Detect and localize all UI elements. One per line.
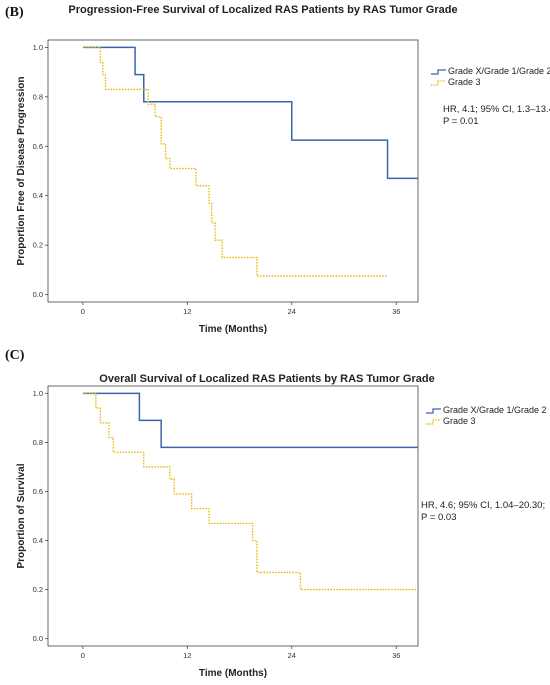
y-tick-label: 0.0 (33, 290, 43, 299)
x-tick-label: 12 (183, 651, 191, 660)
chart-title: Overall Survival of Localized RAS Patien… (99, 373, 434, 385)
km-curve-grade-low (82, 392, 418, 449)
x-tick-label: 36 (392, 651, 400, 660)
plot-content: 0 12 24 36 0.0 0.2 0.4 0.6 0.8 1.0 (33, 389, 418, 660)
legend-swatch-grade-3 (431, 80, 446, 86)
x-tick-label: 0 (81, 307, 85, 316)
y-tick-label: 0.6 (33, 487, 43, 496)
km-curve-grade-3 (82, 46, 388, 277)
hr-annotation: HR, 4.1; 95% CI, 1.3–13.4; P = 0.01 (443, 104, 550, 127)
hr-annotation-line-1: HR, 4.6; 95% CI, 1.04–20.30; (421, 500, 545, 511)
plot-area (47, 39, 419, 303)
plot-area (47, 385, 419, 647)
x-axis-label: Time (Months) (199, 668, 267, 679)
legend: Grade X/Grade 1/Grade 2 Grade 3 (426, 405, 547, 426)
legend: Grade X/Grade 1/Grade 2 Grade 3 (431, 66, 550, 87)
panel-b: (B) Progression-Free Survival of Localiz… (5, 4, 550, 335)
hr-annotation-line-2: P = 0.01 (443, 116, 478, 127)
hr-annotation: HR, 4.6; 95% CI, 1.04–20.30; P = 0.03 (421, 500, 545, 523)
hr-annotation-line-1: HR, 4.1; 95% CI, 1.3–13.4; (443, 104, 550, 115)
legend-swatch-grade-3 (426, 419, 441, 425)
y-tick-label: 0.0 (33, 634, 43, 643)
plot-content: 0 12 24 36 0.0 0.2 0.4 0.6 0.8 1.0 (33, 43, 418, 316)
y-tick-label: 0.6 (33, 142, 43, 151)
y-tick-label: 0.8 (33, 438, 43, 447)
y-tick-label: 0.2 (33, 241, 43, 250)
hr-annotation-line-2: P = 0.03 (421, 512, 456, 523)
legend-label-grade-low: Grade X/Grade 1/Grade 2 (443, 405, 547, 415)
legend-swatch-grade-low (426, 408, 441, 414)
chart-title: Progression-Free Survival of Localized R… (68, 4, 457, 16)
y-axis-label: Proportion Free of Disease Progression (16, 77, 27, 266)
panel-label: (C) (5, 348, 25, 363)
km-curve-grade-low (82, 46, 418, 180)
y-tick-label: 0.4 (33, 191, 43, 200)
x-axis-label: Time (Months) (199, 324, 267, 335)
x-tick-label: 24 (288, 307, 296, 316)
y-tick-label: 1.0 (33, 43, 43, 52)
y-tick-label: 0.8 (33, 92, 43, 101)
panel-c: (C) Overall Survival of Localized RAS Pa… (5, 348, 547, 679)
legend-label-grade-low: Grade X/Grade 1/Grade 2 (448, 66, 550, 76)
legend-swatch-grade-low (431, 69, 446, 75)
y-tick-label: 0.2 (33, 585, 43, 594)
y-tick-label: 0.4 (33, 536, 43, 545)
x-tick-label: 0 (81, 651, 85, 660)
km-curve-grade-3 (82, 392, 418, 591)
x-tick-label: 24 (288, 651, 296, 660)
y-axis-label: Proportion of Survival (16, 463, 27, 568)
x-tick-label: 36 (392, 307, 400, 316)
legend-label-grade-3: Grade 3 (448, 77, 481, 87)
x-tick-label: 12 (183, 307, 191, 316)
y-tick-label: 1.0 (33, 389, 43, 398)
legend-label-grade-3: Grade 3 (443, 416, 476, 426)
panel-label: (B) (5, 5, 24, 20)
